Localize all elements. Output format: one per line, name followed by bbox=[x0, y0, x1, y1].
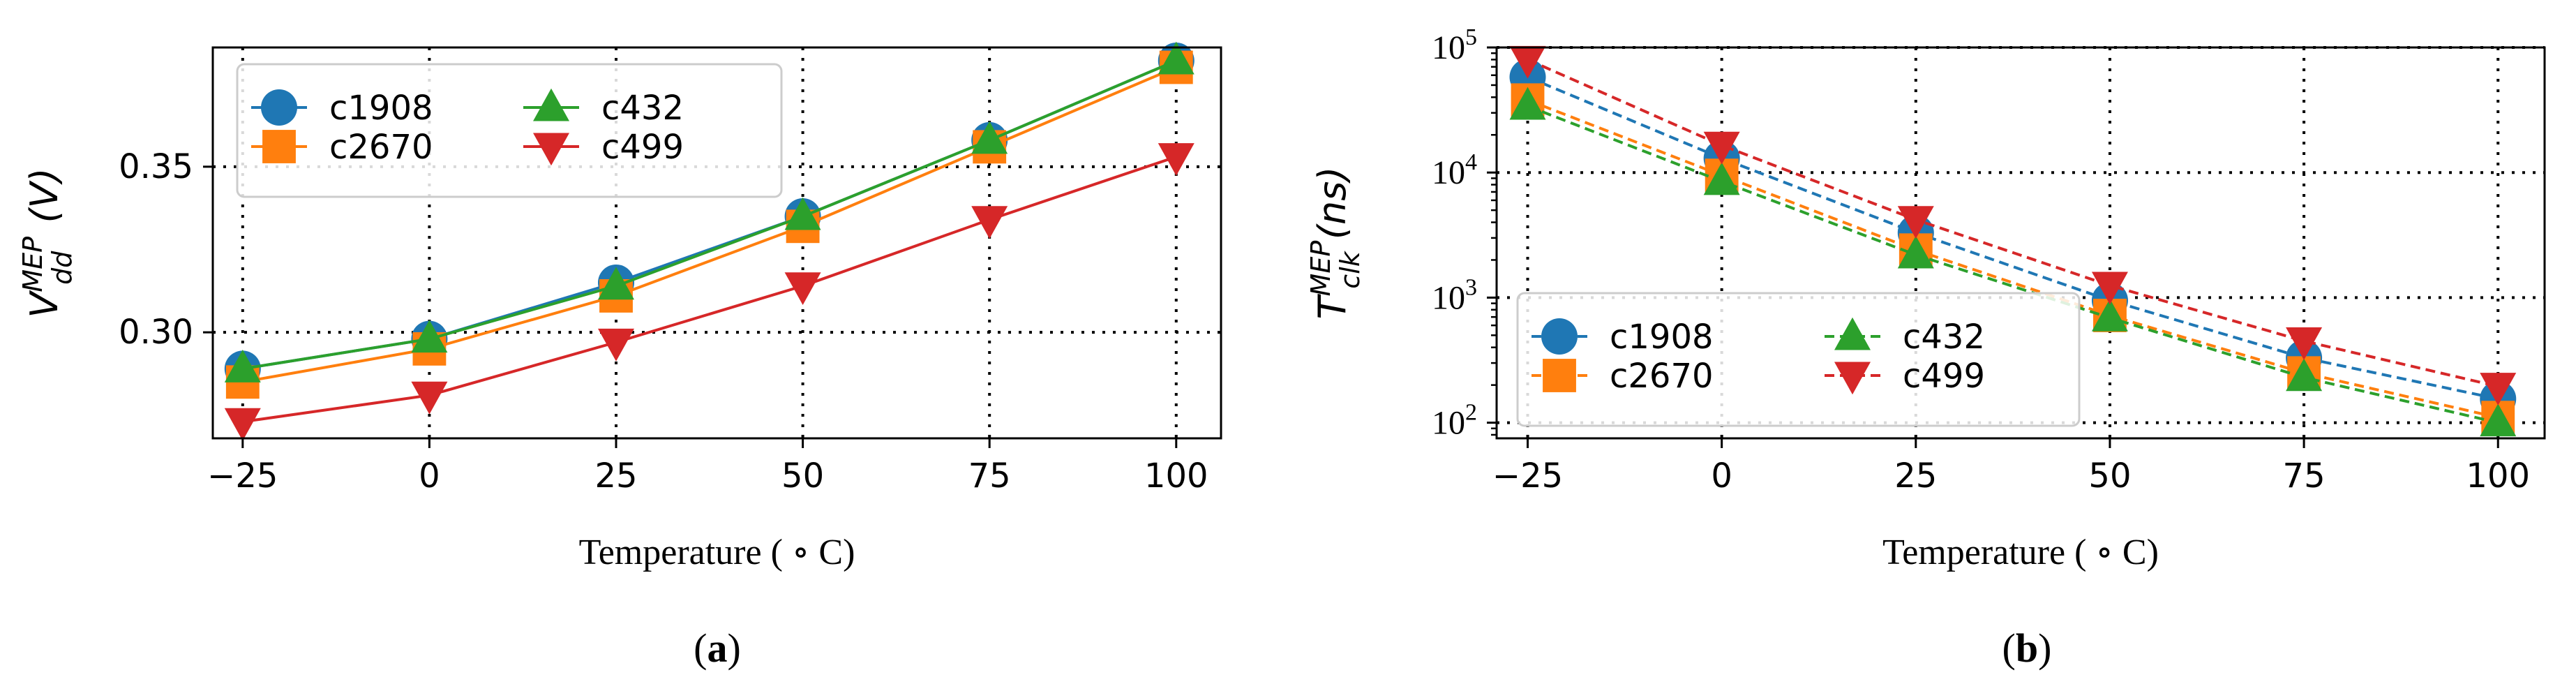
x-axis: −25 0 25 50 75 100 bbox=[207, 438, 1208, 496]
x-tick-label: 25 bbox=[1894, 456, 1937, 496]
x-tick-label: −25 bbox=[207, 456, 278, 496]
legend-marker-c432 bbox=[1834, 317, 1871, 350]
x-tick-label: 0 bbox=[1711, 456, 1732, 496]
y-axis-label: VMEPdd (V) bbox=[17, 168, 77, 318]
y-axis-label: TMEPclk (ns) bbox=[1305, 167, 1365, 320]
legend-marker-c499 bbox=[533, 133, 569, 166]
y-axis: 102 103 104 105 bbox=[1432, 24, 1497, 442]
data-point-c499 bbox=[1703, 131, 1740, 165]
legend-box bbox=[1516, 292, 2081, 427]
data-point-c432 bbox=[598, 267, 634, 300]
y-tick-label: 104 bbox=[1432, 149, 1477, 191]
legend-label-c432: c432 bbox=[1903, 318, 1985, 357]
data-point-c432 bbox=[2091, 298, 2128, 332]
series-line-c499 bbox=[1527, 58, 2499, 388]
data-point-c499 bbox=[784, 272, 821, 305]
series-c432 bbox=[224, 41, 1195, 382]
y-axis: 0.30 0.35 bbox=[119, 147, 213, 352]
legend-box bbox=[236, 63, 783, 198]
data-point-c499 bbox=[2091, 272, 2128, 305]
y-tick-label: 102 bbox=[1432, 400, 1477, 442]
data-point-c432 bbox=[2480, 403, 2517, 437]
x-axis-label: Temperature ( ∘ C) bbox=[1882, 533, 2159, 572]
chart-panel-b: −25 0 25 50 75 100 102 103 104 105 Temperature ( ∘… bbox=[1305, 24, 2546, 671]
x-tick-label: 50 bbox=[2088, 456, 2131, 496]
data-point-c432 bbox=[2286, 358, 2323, 392]
data-point-c499 bbox=[971, 206, 1008, 239]
legend-marker-c2670 bbox=[1543, 359, 1576, 392]
data-point-c432 bbox=[784, 197, 821, 230]
y-tick-label: 105 bbox=[1432, 24, 1477, 66]
legend-label-c499: c499 bbox=[1903, 357, 1985, 396]
series-line-c432 bbox=[242, 59, 1177, 371]
legend-marker-c2670 bbox=[262, 130, 296, 163]
series-line-c499 bbox=[242, 155, 1177, 424]
data-point-c499 bbox=[2480, 373, 2517, 406]
data-point-c499 bbox=[1509, 45, 1546, 79]
data-point-c499 bbox=[598, 328, 634, 362]
x-tick-label: 50 bbox=[781, 456, 824, 496]
x-tick-label: 0 bbox=[419, 456, 440, 496]
data-point-c432 bbox=[411, 320, 448, 353]
series-c499 bbox=[1509, 45, 2517, 406]
series-line-c2670 bbox=[242, 66, 1177, 384]
series-line-c432 bbox=[1527, 105, 2499, 424]
y-tick-label: 0.35 bbox=[119, 147, 193, 186]
legend-marker-c1908 bbox=[1541, 318, 1578, 355]
data-point-c499 bbox=[1158, 143, 1195, 176]
x-tick-label: 100 bbox=[2466, 456, 2530, 496]
data-point-c499 bbox=[411, 381, 448, 415]
legend-label-c1908: c1908 bbox=[1610, 318, 1714, 357]
x-tick-label: 25 bbox=[594, 456, 637, 496]
legend-label-c2670: c2670 bbox=[1610, 357, 1714, 396]
legend-marker-c432 bbox=[533, 88, 569, 121]
series-c499 bbox=[224, 143, 1195, 441]
x-axis: −25 0 25 50 75 100 bbox=[1492, 438, 2530, 496]
data-point-c432 bbox=[1897, 235, 1934, 269]
x-tick-label: 75 bbox=[968, 456, 1011, 496]
series-line-c1908 bbox=[1527, 75, 2499, 401]
panel-label: (a) bbox=[694, 625, 741, 671]
data-point-c432 bbox=[1509, 87, 1546, 120]
y-tick-label: 0.30 bbox=[119, 313, 193, 352]
legend-label-c432: c432 bbox=[601, 89, 684, 128]
legend-label-c1908: c1908 bbox=[329, 89, 433, 128]
axes-frame bbox=[211, 46, 1222, 440]
x-tick-label: −25 bbox=[1492, 456, 1563, 496]
data-point-c432 bbox=[1703, 162, 1740, 195]
data-point-c432 bbox=[224, 350, 261, 382]
x-tick-label: 100 bbox=[1144, 456, 1208, 496]
x-tick-label: 75 bbox=[2283, 456, 2326, 496]
data-point-c499 bbox=[1897, 206, 1934, 239]
data-point-c432 bbox=[971, 121, 1008, 154]
legend-label-c2670: c2670 bbox=[329, 128, 433, 167]
x-axis-label: Temperature ( ∘ C) bbox=[579, 533, 855, 572]
data-point-c499 bbox=[2286, 327, 2323, 360]
legend-label-c499: c499 bbox=[601, 128, 684, 167]
series-line-c2670 bbox=[1527, 98, 2499, 419]
panel-label: (b) bbox=[2002, 625, 2052, 671]
axes-frame bbox=[1495, 46, 2546, 440]
legend-marker-c499 bbox=[1834, 362, 1871, 395]
y-tick-label: 103 bbox=[1432, 274, 1477, 316]
data-point-c432 bbox=[1158, 41, 1195, 75]
series-c432 bbox=[1509, 87, 2517, 437]
legend-marker-c1908 bbox=[261, 89, 297, 126]
data-point-c499 bbox=[224, 408, 261, 441]
chart-panel-a: −25 0 25 50 75 100 0.30 0.35 Temperature ( ∘ C) V… bbox=[17, 41, 1222, 671]
